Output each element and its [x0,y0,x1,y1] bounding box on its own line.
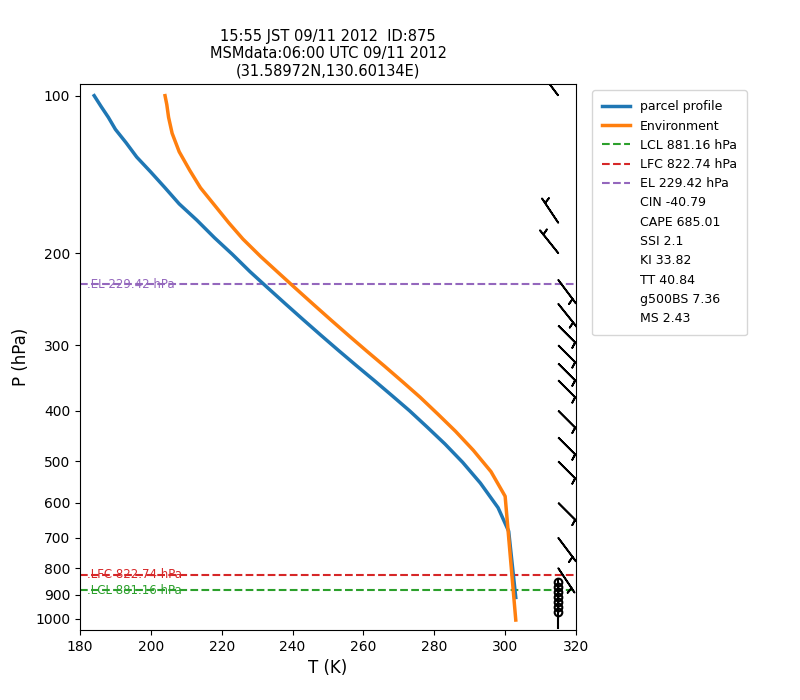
parcel profile [110,125,120,134]
Environment [185,167,194,175]
Environment [326,316,336,325]
Environment [450,427,460,435]
Line: Environment: Environment [165,96,516,620]
Environment [486,468,496,476]
Environment [415,393,425,401]
parcel profile [210,234,219,242]
parcel profile [246,267,255,276]
Environment [469,446,478,454]
Environment [309,300,318,309]
Y-axis label: P (hPa): P (hPa) [11,328,30,386]
parcel profile [122,139,131,147]
parcel profile [316,331,326,340]
parcel profile [504,527,514,536]
parcel profile [334,346,343,355]
Environment [167,129,177,137]
Environment [256,253,266,261]
Text: .EL 229.42 hPa: .EL 229.42 hPa [87,278,174,291]
parcel profile [90,92,99,100]
Environment [238,235,248,244]
parcel profile [387,391,397,400]
Environment [433,410,442,419]
parcel profile [174,199,184,208]
parcel profile [263,284,273,292]
parcel profile [458,458,467,466]
Environment [174,148,184,156]
Environment [274,269,283,277]
parcel profile [192,216,202,225]
parcel profile [475,479,485,487]
Line: parcel profile: parcel profile [94,96,516,598]
Environment [160,92,170,100]
Environment [398,377,407,386]
parcel profile [146,168,156,176]
Environment [291,285,301,293]
parcel profile [405,407,414,415]
Environment [196,183,206,192]
X-axis label: T (K): T (K) [308,659,348,678]
Text: .LCL 881.16 hPa: .LCL 881.16 hPa [87,584,182,596]
Legend: parcel profile, Environment, LCL 881.16 hPa, LFC 822.74 hPa, EL 229.42 hPa, CIN : parcel profile, Environment, LCL 881.16 … [592,90,746,335]
parcel profile [132,153,142,161]
parcel profile [281,300,290,308]
Environment [224,218,234,227]
parcel profile [511,594,521,602]
Environment [162,100,172,108]
parcel profile [298,316,308,324]
parcel profile [440,440,450,448]
parcel profile [227,250,237,258]
Environment [500,492,510,500]
parcel profile [97,102,106,111]
Environment [362,347,372,356]
Text: .LFC 822.74 hPa: .LFC 822.74 hPa [87,568,182,581]
Environment [210,201,219,209]
Environment [380,362,390,370]
parcel profile [351,361,361,370]
Environment [511,616,521,624]
parcel profile [422,423,432,431]
parcel profile [494,503,503,512]
Environment [345,332,354,340]
parcel profile [370,376,379,384]
Environment [164,113,174,122]
Title: 15:55 JST 09/11 2012  ID:875
MSMdata:06:00 UTC 09/11 2012
(31.58972N,130.60134E): 15:55 JST 09/11 2012 ID:875 MSMdata:06:0… [210,29,446,78]
parcel profile [160,183,170,192]
parcel profile [103,113,113,122]
